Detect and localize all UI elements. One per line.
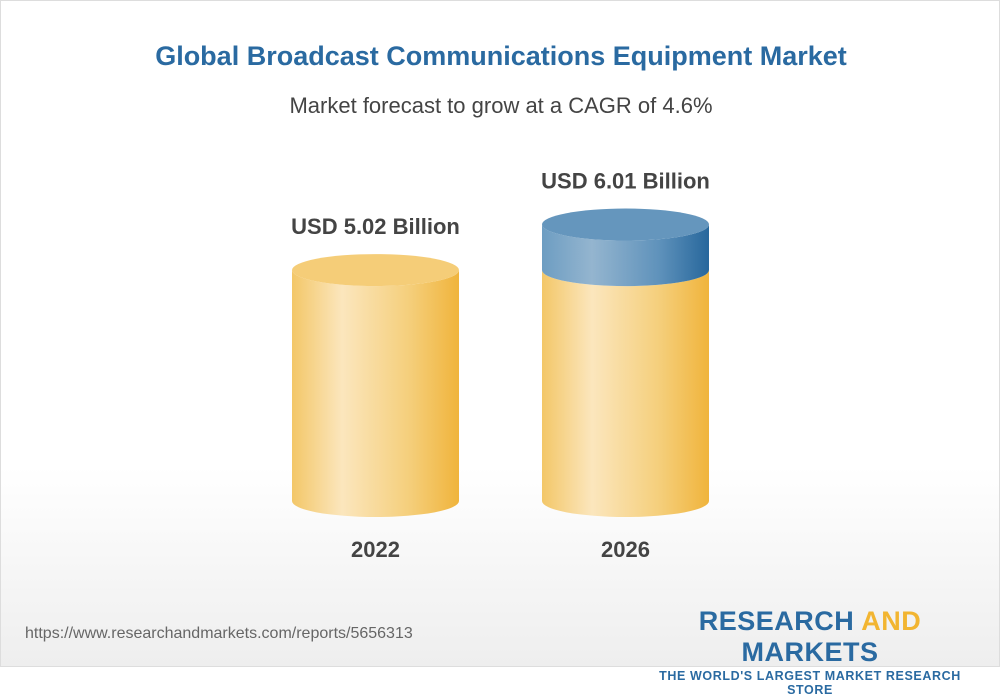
source-url[interactable]: https://www.researchandmarkets.com/repor…	[25, 625, 413, 642]
cylinder-top-2026	[542, 208, 709, 241]
cylinder-top-2022	[292, 254, 459, 287]
chart-title: Global Broadcast Communications Equipmen…	[155, 41, 847, 71]
chart-subtitle: Market forecast to grow at a CAGR of 4.6…	[289, 93, 713, 118]
data-label: USD 6.01 Billion	[541, 169, 710, 194]
category-label: 2026	[601, 537, 650, 562]
chart: USD 5.02 Billion 2022 USD 6.01 Billion 2026	[291, 169, 710, 562]
cylinder-body-2026	[542, 270, 709, 517]
data-label: USD 5.02 Billion	[291, 214, 460, 239]
research-and-markets-logo: RESEARCH AND MARKETS THE WORLD'S LARGEST…	[659, 606, 961, 697]
category-label: 2022	[351, 537, 400, 562]
cylinder-growth-2026	[542, 224, 709, 287]
cylinder-body-2022	[292, 270, 460, 517]
